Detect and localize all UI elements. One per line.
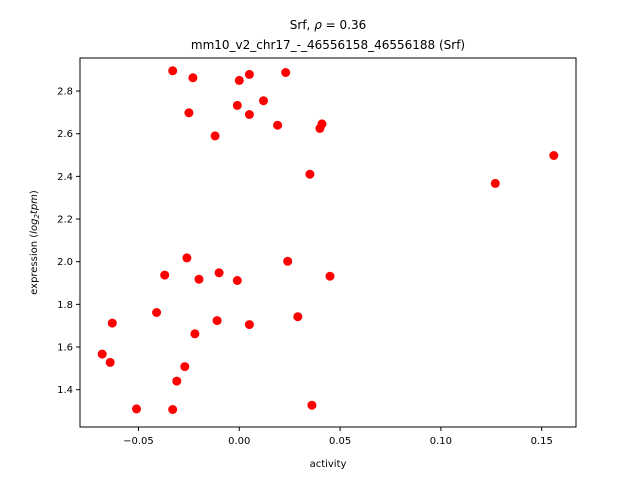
y-tick-label: 1.4: [57, 385, 73, 396]
ylabel-prefix: expression (: [29, 234, 40, 295]
y-tick-label: 2.4: [57, 172, 73, 183]
data-points: [97, 66, 559, 414]
data-point-15: [490, 178, 500, 188]
data-point-13: [549, 151, 559, 160]
y-tick-label: 2.2: [57, 215, 73, 226]
data-point-33: [307, 400, 317, 410]
data-point-20: [194, 274, 204, 284]
data-point-18: [160, 270, 170, 280]
data-point-14: [305, 169, 315, 179]
data-point-25: [212, 316, 222, 326]
ylabel-log: log: [29, 219, 40, 234]
x-tick-label: 0.10: [430, 436, 452, 447]
data-point-2: [244, 69, 254, 79]
ylabel-suffix: ): [29, 190, 40, 194]
data-point-29: [97, 349, 107, 359]
data-point-28: [190, 329, 200, 339]
y-tick-label: 2.6: [57, 129, 73, 140]
data-point-19: [214, 268, 224, 278]
plot-frame: [79, 57, 577, 428]
data-point-31: [180, 362, 190, 372]
data-point-5: [259, 96, 268, 106]
data-point-11: [315, 123, 325, 133]
ylabel-tpm: tpm: [29, 194, 40, 214]
data-point-12: [210, 131, 220, 141]
x-tick-label: 0.05: [329, 436, 351, 447]
data-point-32: [172, 376, 182, 386]
chart-title-line1: Srf, ρ = 0.36: [290, 18, 366, 32]
data-point-35: [168, 405, 178, 414]
data-point-1: [188, 73, 198, 83]
data-point-27: [244, 320, 254, 330]
x-tick-label: 0.15: [531, 436, 553, 447]
x-tick-label: 0.00: [228, 436, 250, 447]
data-point-24: [293, 312, 303, 322]
data-point-21: [232, 276, 242, 285]
chart-title-line2: mm10_v2_chr17_-_46556158_46556188 (Srf): [191, 38, 465, 52]
ylabel-subscript: 2: [33, 214, 41, 219]
y-tick-label: 1.6: [57, 343, 73, 354]
y-tick-label: 1.8: [57, 300, 73, 311]
data-point-30: [105, 357, 115, 367]
title-rho-value: = 0.36: [322, 18, 366, 32]
data-point-8: [244, 110, 254, 119]
data-point-3: [281, 68, 291, 77]
y-tick-label: 2.8: [57, 87, 73, 98]
data-point-9: [273, 120, 283, 130]
data-point-7: [184, 108, 194, 118]
data-point-23: [152, 308, 162, 317]
data-point-6: [232, 100, 242, 110]
data-point-0: [168, 66, 178, 76]
data-point-34: [132, 404, 141, 414]
data-point-4: [234, 75, 244, 85]
data-point-22: [325, 271, 335, 281]
y-axis-label: expression (log2tpm): [29, 190, 41, 295]
data-point-16: [182, 253, 192, 263]
title-prefix: Srf,: [290, 18, 314, 32]
title-rho: ρ: [314, 18, 322, 32]
data-point-26: [107, 318, 117, 328]
x-tick-label: −0.05: [123, 436, 154, 447]
data-point-17: [283, 256, 293, 266]
y-axis-ticks: 1.4 1.6 1.8 2.0 2.2 2.4 2.6 2.8: [57, 87, 80, 396]
y-tick-label: 2.0: [57, 257, 73, 268]
x-axis-ticks: −0.05 0.00 0.05 0.10 0.15: [123, 427, 553, 447]
x-axis-label: activity: [310, 459, 347, 470]
